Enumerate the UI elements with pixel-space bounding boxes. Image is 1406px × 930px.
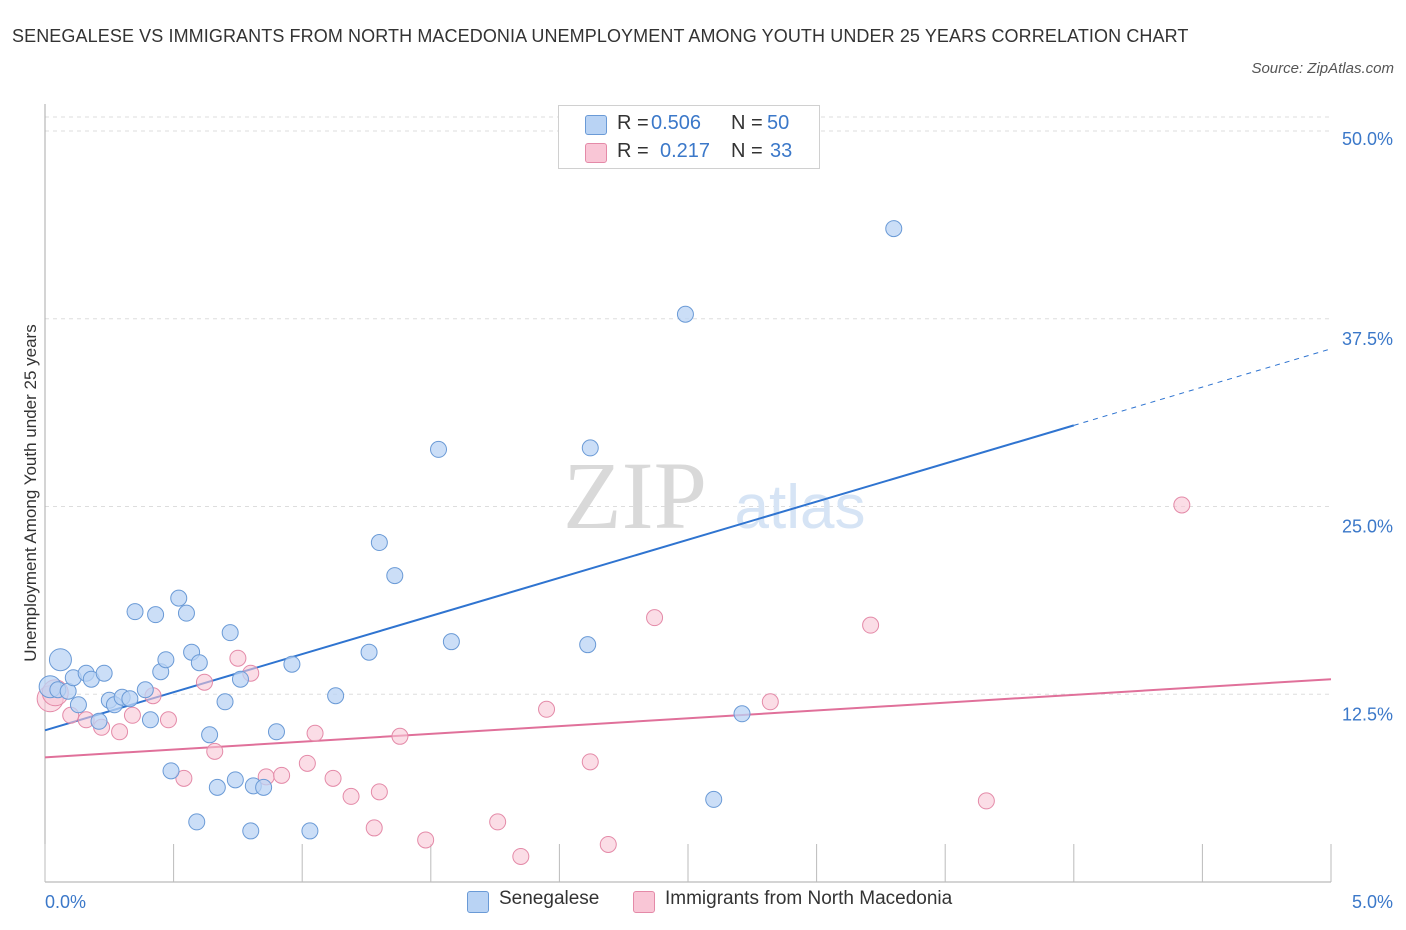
- data-point-north-macedonia: [977, 792, 995, 810]
- data-point-senegalese: [177, 604, 195, 622]
- data-point-senegalese: [126, 603, 144, 621]
- data-point-senegalese: [188, 813, 206, 831]
- legend-r-value: 0.217: [660, 140, 711, 162]
- data-point-north-macedonia: [489, 813, 507, 831]
- data-point-north-macedonia: [370, 783, 388, 801]
- data-point-north-macedonia: [417, 831, 435, 849]
- legend-r-label: R =: [617, 112, 649, 134]
- data-point-senegalese: [242, 822, 260, 840]
- data-point-north-macedonia: [538, 700, 556, 718]
- data-point-senegalese: [581, 439, 599, 457]
- data-point-senegalese: [170, 589, 188, 607]
- watermark-zip: ZIP: [563, 442, 707, 549]
- data-point-north-macedonia: [599, 835, 617, 853]
- data-point-senegalese: [430, 440, 448, 458]
- data-point-north-macedonia: [391, 727, 409, 745]
- trend-line-north-macedonia: [44, 678, 1332, 759]
- legend-label: Immigrants from North Macedonia: [665, 888, 953, 909]
- trend-line-senegalese: [44, 424, 1075, 732]
- legend-n-label: N =: [731, 112, 763, 134]
- data-point-north-macedonia: [159, 711, 177, 729]
- data-point-north-macedonia: [229, 649, 247, 667]
- data-point-senegalese: [147, 606, 165, 624]
- data-point-senegalese: [90, 712, 108, 730]
- source-label: Source: ZipAtlas.com: [1251, 60, 1394, 77]
- data-point-north-macedonia: [646, 609, 664, 627]
- data-point-senegalese: [226, 771, 244, 789]
- data-point-north-macedonia: [206, 742, 224, 760]
- data-point-senegalese: [676, 305, 694, 323]
- data-point-senegalese: [201, 726, 219, 744]
- data-point-senegalese: [216, 693, 234, 711]
- data-point-north-macedonia: [365, 819, 383, 837]
- data-point-north-macedonia: [324, 769, 342, 787]
- pink-swatch: [585, 143, 607, 163]
- data-point-senegalese: [386, 567, 404, 585]
- x-tick-label: 0.0%: [45, 892, 86, 912]
- data-point-senegalese: [69, 696, 87, 714]
- data-point-senegalese: [579, 636, 597, 654]
- data-point-north-macedonia: [306, 724, 324, 742]
- y-axis-label: Unemployment Among Youth under 25 years: [21, 324, 40, 661]
- x-tick-label: 5.0%: [1352, 892, 1393, 912]
- data-point-senegalese: [162, 762, 180, 780]
- y-tick-label: 50.0%: [1342, 129, 1393, 149]
- data-point-north-macedonia: [195, 673, 213, 691]
- tick-labels: 12.5% 25.0% 37.5% 50.0% 0.0% 5.0%: [45, 129, 1393, 912]
- y-tick-label: 37.5%: [1342, 329, 1393, 349]
- data-point-senegalese: [301, 822, 319, 840]
- points-north-macedonia: [36, 496, 1191, 865]
- legend-r-value: 0.506: [651, 112, 702, 134]
- data-point-north-macedonia: [512, 847, 530, 865]
- data-point-north-macedonia: [175, 769, 193, 787]
- data-point-north-macedonia: [342, 787, 360, 805]
- legend-n-value: 33: [770, 140, 793, 162]
- data-point-north-macedonia: [862, 616, 880, 634]
- data-point-senegalese: [141, 711, 159, 729]
- data-point-senegalese: [136, 681, 154, 699]
- blue-swatch: [467, 891, 489, 913]
- data-point-senegalese: [221, 624, 239, 642]
- data-point-senegalese: [157, 651, 175, 669]
- data-point-senegalese: [255, 778, 273, 796]
- points-senegalese: [38, 220, 903, 840]
- data-point-north-macedonia: [761, 693, 779, 711]
- data-point-north-macedonia: [581, 753, 599, 771]
- data-point-senegalese: [208, 778, 226, 796]
- data-point-senegalese: [231, 670, 249, 688]
- grid-layer: [45, 116, 1331, 695]
- data-point-senegalese: [370, 534, 388, 552]
- data-point-north-macedonia: [298, 754, 316, 772]
- data-point-north-macedonia: [111, 723, 129, 741]
- data-point-senegalese: [705, 790, 723, 808]
- data-point-north-macedonia: [123, 706, 141, 724]
- data-point-senegalese: [360, 643, 378, 661]
- data-point-north-macedonia: [1173, 496, 1191, 514]
- blue-swatch: [585, 115, 607, 135]
- data-point-senegalese: [442, 633, 460, 651]
- pink-swatch: [633, 891, 655, 913]
- chart-title: SENEGALESE VS IMMIGRANTS FROM NORTH MACE…: [12, 26, 1189, 46]
- legend-n-label: N =: [731, 140, 763, 162]
- data-point-senegalese: [733, 705, 751, 723]
- data-point-senegalese: [121, 690, 139, 708]
- trend-extension-senegalese: [1073, 348, 1332, 426]
- data-point-senegalese: [885, 220, 903, 238]
- stats-legend: R = 0.506 N = 50 R = 0.217 N = 33: [558, 105, 820, 169]
- data-point-senegalese: [283, 655, 301, 673]
- data-point-senegalese: [190, 654, 208, 672]
- data-point-senegalese: [327, 687, 345, 705]
- data-point-senegalese: [95, 664, 113, 682]
- legend-n-value: 50: [767, 112, 790, 134]
- data-point-north-macedonia: [273, 766, 291, 784]
- legend-label: Senegalese: [499, 888, 600, 909]
- axis-layer: [44, 104, 1332, 883]
- y-tick-label: 12.5%: [1342, 704, 1393, 724]
- legend-r-label: R =: [617, 140, 649, 162]
- trend-layer: [44, 348, 1332, 759]
- y-tick-label: 25.0%: [1342, 517, 1393, 537]
- data-point-senegalese: [267, 723, 285, 741]
- data-point-senegalese: [48, 648, 72, 672]
